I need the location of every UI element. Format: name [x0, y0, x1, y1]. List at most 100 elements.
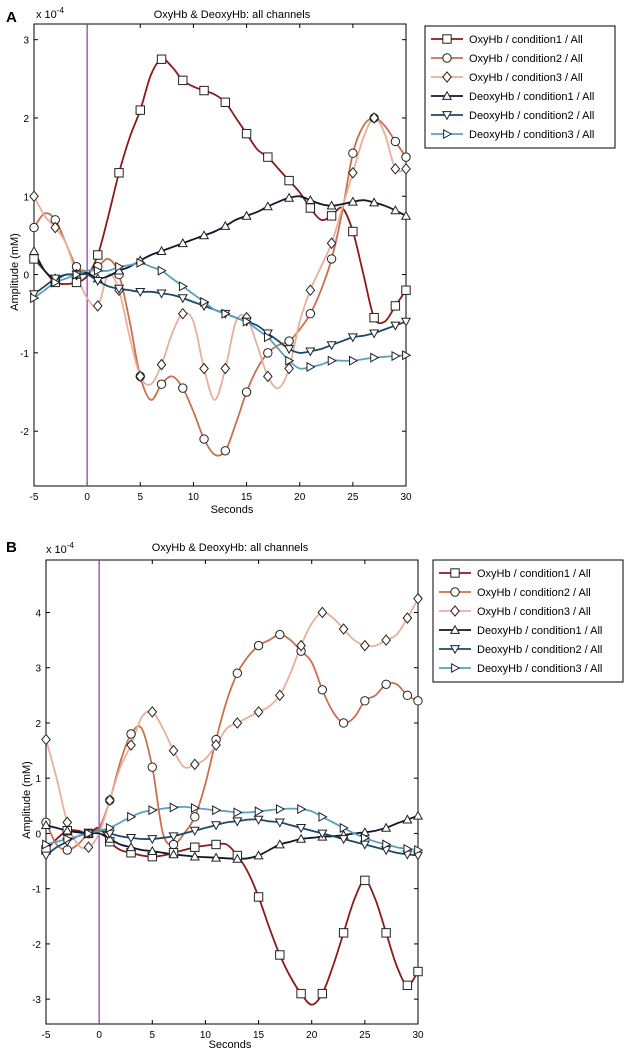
y-tick-label: 2: [23, 114, 29, 125]
data-point: [241, 210, 252, 220]
data-point: [189, 758, 200, 771]
data-point: [382, 839, 392, 850]
y-tick-label: 3: [23, 36, 29, 47]
x-tick-label: 30: [400, 492, 412, 503]
data-point: [178, 383, 188, 393]
data-point: [262, 370, 273, 383]
data-point: [317, 606, 328, 619]
legend-entry: OxyHb / condition2 / All: [477, 587, 591, 599]
data-point: [199, 434, 209, 444]
data-point: [305, 194, 316, 205]
data-point: [370, 352, 380, 363]
data-point: [305, 203, 316, 213]
x-tick-label: 25: [359, 1030, 371, 1041]
data-point: [211, 852, 222, 862]
exponent-label: x 10-4: [36, 6, 64, 21]
y-tick-label: -2: [20, 427, 29, 438]
data-point: [127, 811, 137, 822]
data-point: [221, 308, 231, 319]
data-point: [305, 347, 316, 357]
data-point: [450, 605, 460, 617]
data-point: [284, 336, 294, 346]
data-point: [441, 90, 453, 100]
data-point: [390, 301, 401, 311]
data-point: [62, 845, 72, 855]
data-point: [92, 300, 103, 312]
data-point: [348, 148, 358, 158]
data-point: [168, 832, 179, 842]
data-point: [125, 842, 137, 852]
data-point: [177, 307, 188, 320]
panel-b: B x 10-4 OxyHb & DeoxyHb: all channels A…: [6, 539, 624, 1051]
x-tick-label: 20: [294, 492, 306, 503]
data-point: [253, 850, 264, 860]
data-point: [412, 810, 424, 820]
data-point: [360, 832, 371, 843]
data-point: [284, 362, 294, 375]
data-point: [390, 136, 401, 147]
data-point: [381, 928, 391, 938]
data-point: [83, 841, 94, 854]
data-point: [178, 281, 189, 292]
data-point: [63, 833, 73, 845]
legend-entry: DeoxyHb / condition2 / All: [469, 110, 594, 122]
x-tick-label: -5: [30, 492, 39, 503]
legend-entry: DeoxyHb / condition1 / All: [469, 91, 594, 103]
data-point: [317, 685, 328, 695]
legend-entry: OxyHb / condition3 / All: [469, 72, 583, 84]
data-point: [347, 196, 358, 206]
x-axis-label: Seconds: [209, 1039, 252, 1051]
data-point: [189, 826, 200, 836]
data-point: [253, 640, 264, 651]
data-point: [390, 205, 401, 215]
data-point: [348, 355, 359, 366]
data-point: [241, 387, 252, 397]
data-point: [29, 222, 39, 233]
data-point: [199, 85, 209, 96]
data-point: [136, 257, 146, 268]
exponent-base: x 10: [46, 544, 67, 556]
data-point: [232, 717, 243, 729]
data-point: [413, 966, 423, 977]
data-point: [296, 639, 306, 652]
data-point: [275, 629, 285, 640]
data-point: [262, 201, 273, 211]
data-point: [442, 34, 452, 44]
data-point: [156, 379, 167, 389]
data-point: [305, 284, 316, 297]
series-layer: [28, 54, 412, 457]
data-point: [284, 345, 295, 355]
legend-entry: OxyHb / condition1 / All: [477, 568, 591, 580]
data-point: [190, 842, 200, 852]
x-tick-label: 10: [200, 1030, 212, 1041]
data-point: [72, 269, 82, 280]
data-point: [125, 833, 137, 844]
data-point: [220, 220, 231, 230]
data-point: [28, 245, 40, 255]
data-point: [232, 853, 243, 863]
data-point: [390, 321, 401, 331]
data-point: [263, 152, 273, 162]
data-point: [306, 361, 316, 373]
data-point: [326, 254, 337, 264]
data-point: [115, 261, 125, 272]
data-point: [199, 362, 209, 375]
x-tick-label: 10: [188, 492, 200, 503]
legend-box: [424, 25, 616, 149]
y-tick-label: -2: [32, 940, 41, 951]
data-point: [402, 690, 413, 701]
y-tick-label: 1: [23, 192, 29, 203]
data-point: [93, 265, 104, 276]
data-point: [369, 312, 379, 323]
y-tick-label: 3: [35, 664, 41, 675]
data-point: [381, 822, 392, 832]
data-point: [285, 355, 295, 366]
x-tick-label: 30: [412, 1030, 424, 1041]
x-tick-label: 0: [84, 492, 90, 503]
data-point: [148, 805, 158, 816]
data-point: [297, 804, 307, 815]
data-point: [326, 237, 337, 250]
data-point: [401, 285, 411, 295]
data-point: [177, 238, 188, 248]
data-point: [400, 210, 412, 220]
